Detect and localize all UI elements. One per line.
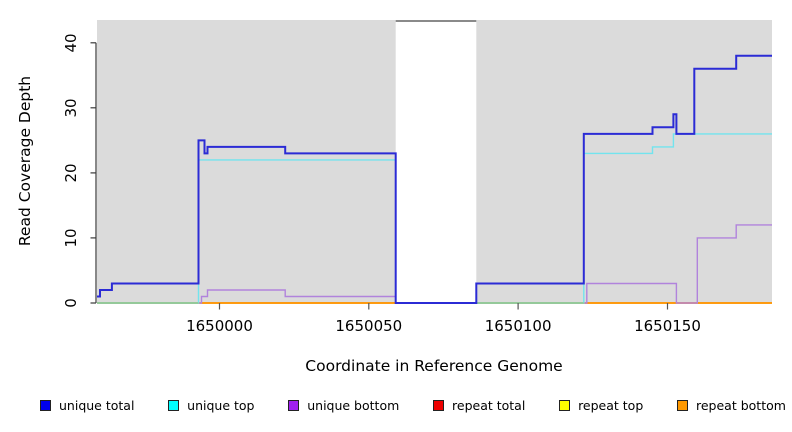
legend-swatch-icon <box>168 400 180 411</box>
masked-region <box>395 20 477 303</box>
legend-label: unique top <box>187 398 255 413</box>
legend-label: repeat bottom <box>696 398 786 413</box>
x-tick-label: 1650100 <box>484 317 552 335</box>
legend-item-repeat-top: repeat top <box>559 398 643 413</box>
legend-swatch-icon <box>40 400 51 411</box>
legend: unique total unique top unique bottom repea… <box>40 398 786 413</box>
x-axis-title: Coordinate in Reference Genome <box>305 357 563 375</box>
y-tick-label: 10 <box>62 228 80 248</box>
legend-swatch-icon <box>677 400 688 411</box>
legend-label: unique bottom <box>307 398 400 413</box>
legend-item-unique-top: unique top <box>168 398 254 413</box>
legend-label: repeat top <box>578 398 644 413</box>
series-line-unique-total <box>97 54 772 304</box>
y-tick-label: 0 <box>62 298 80 308</box>
legend-item-repeat-total: repeat total <box>433 398 525 413</box>
legend-item-repeat-bottom: repeat bottom <box>677 398 786 413</box>
y-tick-label: 40 <box>62 33 80 53</box>
y-axis-title: Read Coverage Depth <box>16 75 34 247</box>
legend-item-unique-total: unique total <box>40 398 134 413</box>
legend-label: unique total <box>59 398 135 413</box>
y-tick-label: 30 <box>62 98 80 118</box>
legend-label: repeat total <box>452 398 526 413</box>
x-tick-label: 1650050 <box>335 317 403 335</box>
x-tick-label: 1650150 <box>634 317 701 335</box>
y-tick-label: 20 <box>62 163 80 183</box>
legend-swatch-icon <box>433 400 445 411</box>
legend-item-unique-bottom: unique bottom <box>288 398 399 413</box>
x-tick-label: 1650000 <box>186 317 253 335</box>
legend-swatch-icon <box>288 400 300 411</box>
legend-swatch-icon <box>559 400 571 411</box>
